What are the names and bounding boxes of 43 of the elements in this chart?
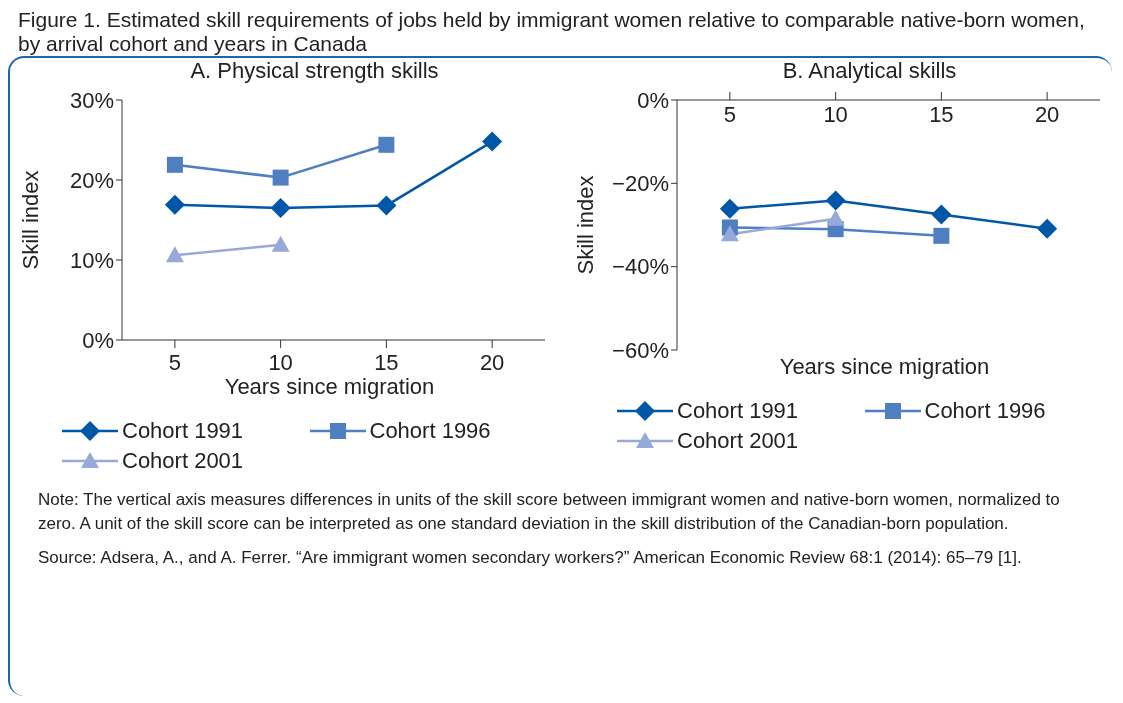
- y-axis-title: Skill index: [572, 175, 598, 275]
- y-tick-label: 20%: [69, 167, 114, 193]
- source-note: Source: Adsera, A., and A. Ferrer. “Are immigrant women secondary workers?” American Economic Review 68:1 (2014): 65–79 [1].: [38, 547, 1023, 569]
- point: [166, 156, 183, 173]
- legend-label: Cohort 1991: [122, 418, 244, 444]
- y-tick-label: −20%: [612, 171, 669, 197]
- y-tick-label: −40%: [612, 254, 669, 280]
- text: Note: The vertical axis measures differences in units of the skill score between immigrant women and native-born women, normalized to zero. A unit of the skill score can be interpreted as one standard deviation in the skill distribution of the Canadian-born population.: [38, 489, 1061, 535]
- x-tick-label: 10: [823, 102, 848, 127]
- x-axis-title: Years since migration: [779, 354, 990, 379]
- y-tick-label: 0%: [637, 87, 669, 113]
- x-tick-label: 15: [929, 102, 954, 127]
- y-tick-label: 10%: [69, 247, 114, 273]
- y-tick-label: 30%: [69, 87, 114, 113]
- legend-label: Cohort 1996: [369, 418, 491, 444]
- x-tick-label: 10: [268, 350, 293, 375]
- point: [270, 198, 291, 218]
- point: [376, 195, 397, 216]
- point: [378, 136, 395, 153]
- x-tick-label: 20: [1034, 102, 1060, 127]
- legend-label: Cohort 1991: [677, 398, 799, 424]
- legend-label: Cohort 1996: [924, 398, 1046, 424]
- y-axis-title: Skill index: [17, 170, 43, 270]
- point: [719, 198, 740, 219]
- chart-subtitle: A. Physical strength skills: [190, 58, 439, 83]
- chart-title: B. Analytical skills: [782, 58, 957, 83]
- point: [1037, 218, 1058, 239]
- point: [272, 169, 289, 186]
- point: [164, 194, 185, 215]
- point: [933, 227, 950, 244]
- y-tick-label: −60%: [612, 337, 669, 363]
- legend-label: Cohort 2001: [122, 448, 244, 474]
- x-tick-label: 5: [168, 350, 181, 375]
- x-tick-label: 20: [479, 350, 505, 375]
- x-axis-title: Years since migration: [223, 374, 436, 400]
- x-tick-label: 15: [374, 350, 399, 375]
- y-tick-label: 0%: [82, 327, 114, 353]
- legend-label: Cohort 2001: [677, 428, 799, 454]
- point: [931, 204, 952, 225]
- point: [482, 131, 503, 152]
- x-tick-label: 5: [723, 102, 736, 127]
- chart-title: Figure 1. Estimated skill requirements of jobs held by immigrant women relative to comparable native-born women, by arrival cohort and years in Canada: [17, 8, 1086, 57]
- point: [825, 190, 846, 211]
